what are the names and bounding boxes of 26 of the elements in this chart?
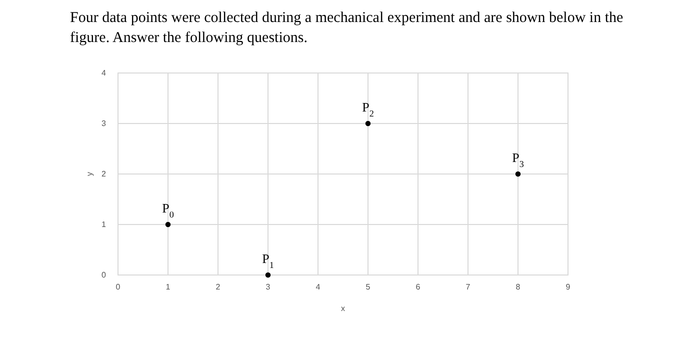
point — [265, 272, 271, 278]
point — [165, 222, 171, 228]
x-tick-label: 1 — [166, 282, 171, 292]
annotation: P$_{2}$ — [362, 100, 374, 118]
chart-title: Four data points were collected during a mechanical experiment and are shown below in the figure. Answer the following questions. — [70, 9, 624, 48]
x-tick-label: 0 — [116, 282, 121, 292]
x-tick-label: 4 — [316, 282, 321, 292]
y-axis-title: y — [85, 172, 94, 176]
annotation: P$_{3}$ — [512, 150, 524, 169]
x-tick-label: 9 — [566, 282, 571, 292]
x-tick-label: 6 — [416, 282, 421, 292]
y-tick-label: 1 — [102, 220, 107, 230]
y-tick-label: 0 — [102, 270, 107, 280]
y-tick-label: 3 — [102, 119, 107, 128]
x-tick-label: 7 — [466, 282, 471, 292]
y-tick-label: 4 — [102, 68, 107, 78]
x-axis-title: x — [341, 304, 345, 313]
x-tick-label: 8 — [516, 282, 521, 292]
x-tick-label: 5 — [366, 282, 371, 292]
x-tick-label: 3 — [266, 282, 271, 292]
annotation: P$_{1}$ — [262, 251, 274, 270]
x-tick-label: 2 — [216, 282, 221, 292]
y-tick-label: 2 — [102, 170, 107, 179]
annotation: P$_{0}$ — [162, 200, 174, 220]
point — [365, 120, 371, 126]
point — [515, 171, 521, 177]
